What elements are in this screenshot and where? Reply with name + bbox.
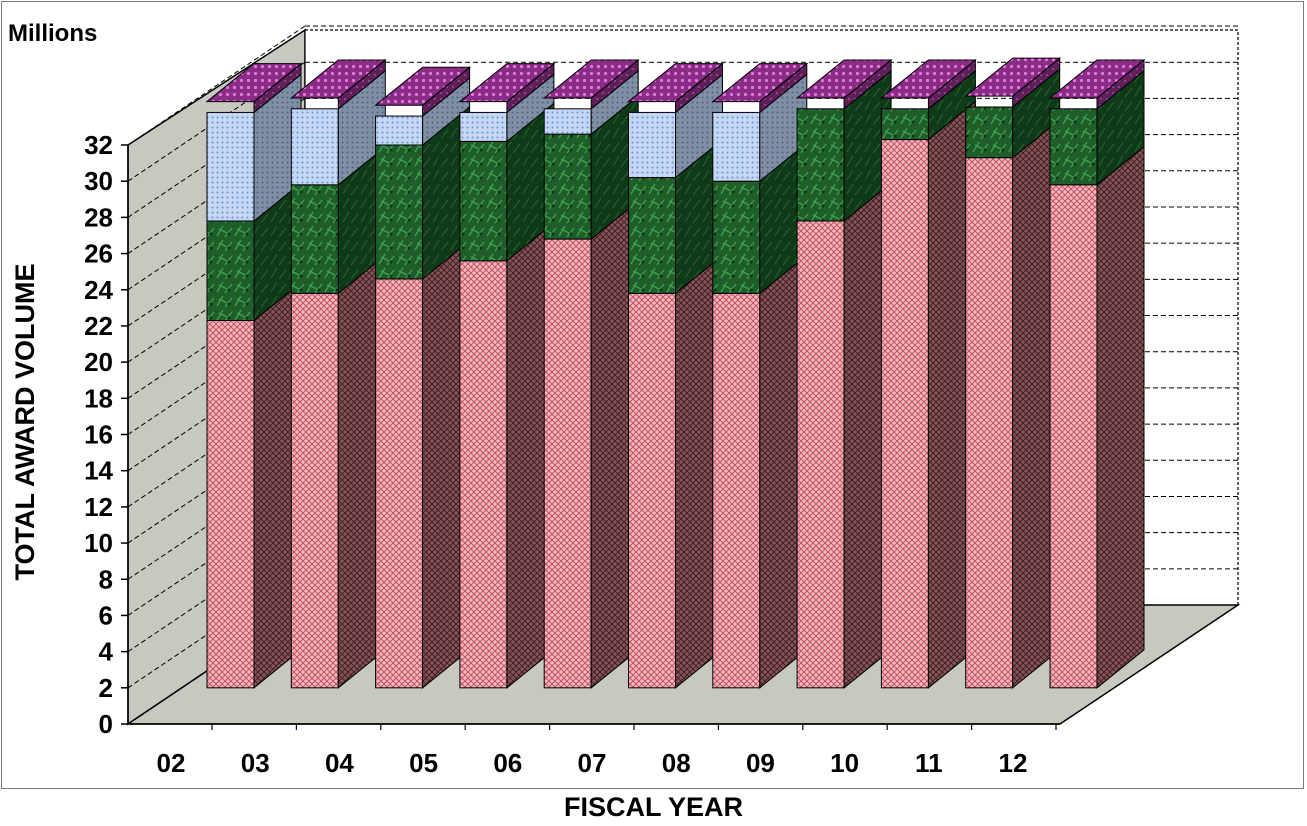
bar-segment-front (206, 220, 255, 322)
bar-segment-front (290, 108, 339, 186)
bar-segment-top (205, 63, 303, 103)
gridline-side (127, 25, 306, 146)
bar-stack (627, 62, 724, 689)
bar-segment-front (965, 106, 1014, 159)
y-tick-label: 8 (99, 564, 113, 594)
y-tick-label: 26 (84, 239, 113, 269)
bar-segment-front (712, 180, 761, 294)
bar-segment-front (1049, 108, 1098, 186)
bar-segment-top (964, 57, 1062, 97)
x-tick-label: 12 (999, 748, 1028, 778)
y-tick-label: 6 (99, 600, 113, 630)
bar-segment-front (880, 108, 929, 141)
bar-segment-top (1048, 59, 1146, 99)
x-tick-label: 08 (662, 748, 691, 778)
y-tick-label: 30 (84, 166, 113, 196)
bar-segment-front (375, 144, 424, 280)
bar-segment-top (374, 66, 472, 106)
bar-segment-front (628, 177, 676, 294)
x-tick-label: 02 (157, 748, 186, 778)
y-axis-title: TOTAL AWARD VOLUME (10, 264, 40, 581)
bar-segment-front (628, 292, 676, 689)
bar-segment-front (628, 111, 676, 179)
bar-segment-front (796, 220, 845, 689)
bar-segment-front (459, 140, 508, 262)
y-tick-label: 10 (84, 528, 113, 558)
x-axis: 02 03 04 05 06 07 08 09 10 11 12 (128, 723, 1060, 778)
bar-segment-top (458, 63, 556, 103)
bar-segment-front (543, 238, 592, 689)
bar-segment-front (965, 157, 1014, 689)
units-label: Millions (8, 20, 98, 47)
bar-segment-top (879, 59, 977, 99)
y-tick-label: 18 (84, 383, 113, 413)
bar-stack (964, 57, 1062, 689)
y-tick-label: 2 (99, 673, 113, 703)
y-tick-label: 12 (84, 492, 113, 522)
x-axis-title: FISCAL YEAR (563, 792, 744, 822)
x-tick-label: 03 (241, 748, 270, 778)
bar-stack (458, 62, 556, 689)
y-tick-label: 22 (84, 311, 113, 341)
bar-segment-top (627, 63, 724, 103)
bar-segment-front (796, 108, 845, 222)
bar-stack (711, 62, 809, 689)
bar-segment-front (375, 115, 424, 146)
bar-stack (879, 58, 977, 689)
x-tick-label: 07 (578, 748, 607, 778)
bar-stack (795, 58, 893, 689)
bar-segment-front (880, 139, 929, 689)
y-tick-label: 24 (84, 275, 113, 305)
y-tick-label: 14 (84, 456, 113, 486)
bar-segment-front (459, 260, 508, 689)
bar-segment-front (206, 111, 255, 222)
bar-segment-front (375, 278, 424, 689)
bar-segment-front (1049, 184, 1098, 689)
y-tick-label: 4 (99, 637, 114, 667)
y-tick-label: 0 (99, 709, 113, 739)
x-tick-label: 04 (325, 748, 354, 778)
x-tick-label: 06 (493, 748, 522, 778)
chart-frame (1, 1, 1304, 789)
bar-segment-front (290, 184, 339, 294)
bar-segment-front (543, 108, 592, 135)
x-tick-label: 05 (409, 748, 438, 778)
bar-segment-front (712, 292, 761, 689)
bar-segment-side (1096, 145, 1145, 689)
bar-segment-front (712, 111, 761, 182)
bar-segment-top (711, 63, 809, 103)
bar-segment-front (290, 292, 339, 689)
bar-segment-front (459, 111, 508, 142)
x-tick-label: 09 (746, 748, 775, 778)
bar-stack (374, 66, 472, 689)
bar-stack (542, 58, 640, 689)
bar-segment-top (542, 59, 640, 99)
y-tick-label: 16 (84, 420, 113, 450)
bar-stack (205, 62, 303, 689)
bar-stack (289, 58, 387, 689)
bar-segment-top (795, 59, 893, 99)
bar-segment-front (206, 320, 255, 689)
bar-segment-top (289, 59, 387, 99)
bars (205, 57, 1146, 689)
x-tick-label: 10 (830, 748, 859, 778)
bar-stack (1048, 58, 1146, 689)
y-tick-label: 32 (84, 130, 113, 160)
y-tick-label: 20 (84, 347, 113, 377)
y-tick-label: 28 (84, 202, 113, 232)
bar-segment-front (543, 133, 592, 240)
x-tick-label: 11 (915, 748, 943, 778)
